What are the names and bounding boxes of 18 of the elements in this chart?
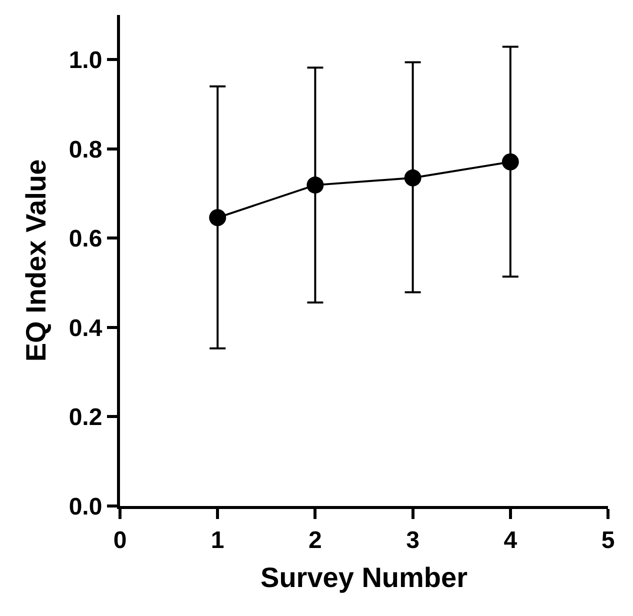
y-tick-label: 1.0 bbox=[68, 47, 102, 74]
x-tick-label: 5 bbox=[601, 526, 615, 554]
y-axis-title: EQ Index Value bbox=[20, 159, 52, 362]
y-tick-label: 0.2 bbox=[68, 404, 102, 432]
y-tick-label: 0.0 bbox=[68, 493, 102, 520]
point bbox=[209, 209, 226, 226]
point bbox=[404, 169, 422, 186]
x-tick-label: 3 bbox=[406, 526, 420, 554]
x-tick-label: 0 bbox=[113, 526, 127, 554]
x-axis-title: Survey Number bbox=[260, 562, 468, 593]
y-tick-label: 0.6 bbox=[68, 226, 102, 253]
x-tick-label: 4 bbox=[504, 526, 518, 554]
point bbox=[502, 153, 519, 170]
point bbox=[306, 176, 324, 194]
y-tick-label: 0.8 bbox=[68, 136, 102, 164]
x-tick-label: 1 bbox=[210, 526, 224, 554]
y-tick-label: 0.4 bbox=[68, 314, 103, 342]
x-tick-label: 2 bbox=[308, 526, 322, 554]
